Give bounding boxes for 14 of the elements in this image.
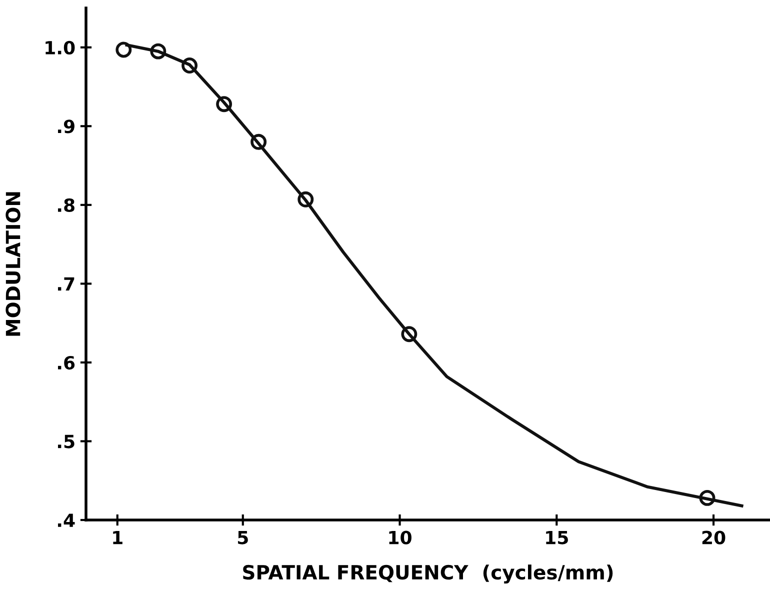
y-tick-label: .9 (58, 120, 74, 134)
y-tick-label: .5 (58, 434, 74, 448)
x-tick-label: 20 (702, 530, 726, 544)
y-tick-label: .7 (58, 277, 74, 291)
y-tick-label: .4 (58, 514, 75, 527)
x-axis-title: SPATIAL FREQUENCY (cycles/mm) (243, 564, 613, 584)
x-tick-label: 15 (546, 530, 568, 544)
y-tick-label: .8 (58, 198, 74, 212)
x-tick-label: 1 (113, 530, 122, 544)
y-tick-label: .6 (58, 356, 75, 370)
y-axis-title: MODULATION (6, 192, 20, 336)
y-tick-label: 1.0 (46, 40, 75, 54)
x-tick-label: 5 (238, 530, 248, 544)
x-tick-label: 10 (389, 530, 412, 544)
